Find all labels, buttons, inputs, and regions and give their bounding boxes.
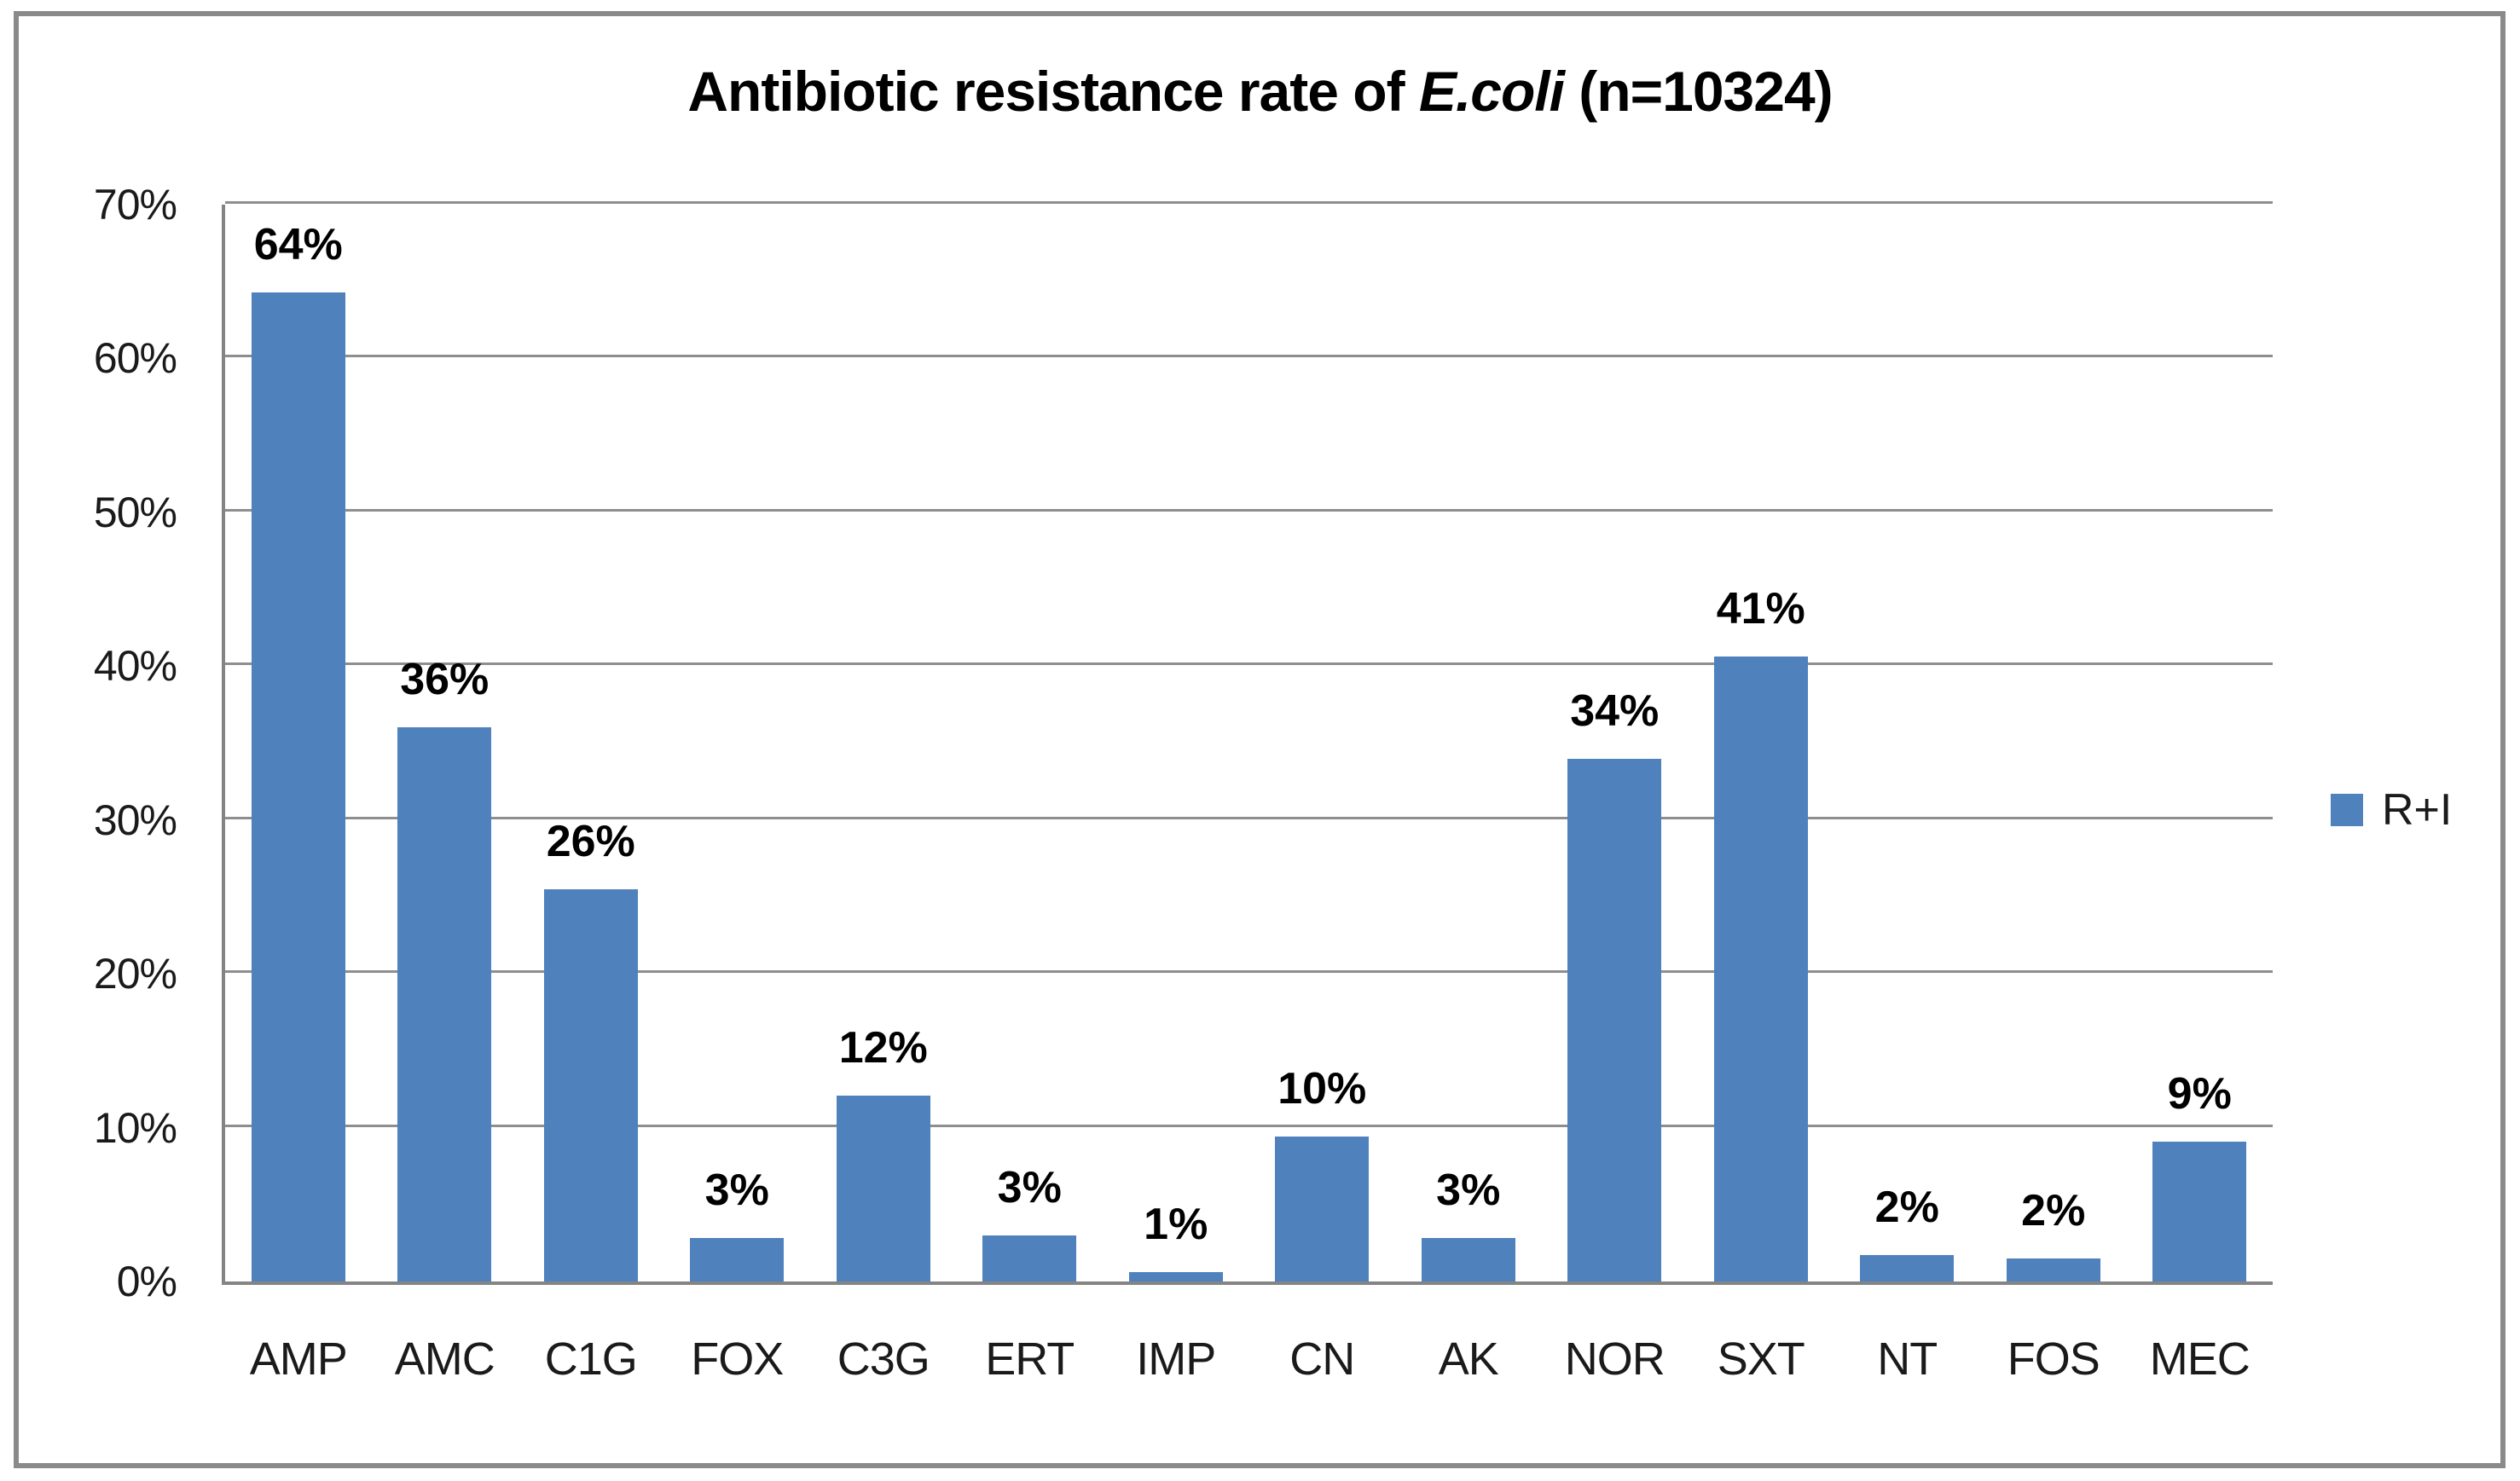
legend: R+I <box>2331 788 2452 832</box>
y-tick-label-60%: 60% <box>93 334 177 383</box>
data-label-AK: 3% <box>1436 1166 1501 1216</box>
bar-NT <box>1860 1255 1955 1281</box>
y-tick-label-30%: 30% <box>93 795 177 844</box>
data-label-FOS: 2% <box>2021 1185 2086 1235</box>
y-tick-label-50%: 50% <box>93 488 177 536</box>
gridline-50 <box>225 508 2273 512</box>
legend-swatch-icon <box>2331 794 2363 826</box>
y-tick-label-40%: 40% <box>93 642 177 691</box>
bar-CN <box>1275 1137 1370 1281</box>
legend-label: R+I <box>2382 785 2453 835</box>
chart-title-prefix: Antibiotic resistance rate of <box>687 60 1419 123</box>
x-tick-label-C3G: C3G <box>837 1333 930 1385</box>
x-tick-label-AMC: AMC <box>394 1333 495 1385</box>
data-label-NT: 2% <box>1874 1183 1939 1233</box>
gridline-10 <box>225 1124 2273 1127</box>
y-tick-label-0%: 0% <box>116 1258 177 1305</box>
data-label-FOX: 3% <box>704 1166 769 1216</box>
bar-ERT <box>982 1235 1077 1281</box>
x-tick-label-FOX: FOX <box>691 1333 784 1385</box>
chart-title-suffix: (n=10324) <box>1563 60 1833 123</box>
gridline-20 <box>225 970 2273 974</box>
bar-MEC <box>2152 1141 2247 1281</box>
x-tick-label-AK: AK <box>1438 1333 1499 1385</box>
gridline-30 <box>225 816 2273 819</box>
plot-area: 0% 10% 20% 30% 40% 50% 60% 70% 64% AMP 36% AMC 26% C1… <box>94 183 2273 1382</box>
x-tick-label-C1G: C1G <box>544 1333 638 1385</box>
y-tick-label-20%: 20% <box>93 950 177 998</box>
data-label-AMP: 64% <box>253 219 343 269</box>
data-label-C1G: 26% <box>546 816 635 866</box>
chart-title: Antibiotic resistance rate of E.coli (n=… <box>0 59 2520 124</box>
data-label-MEC: 9% <box>2167 1068 2232 1119</box>
bar-AMP <box>251 292 345 1281</box>
x-tick-label-IMP: IMP <box>1136 1333 1216 1385</box>
data-label-SXT: 41% <box>1716 584 1805 634</box>
x-tick-label-MEC: MEC <box>2149 1333 2251 1385</box>
data-label-C3G: 12% <box>838 1022 928 1073</box>
x-tick-label-NOR: NOR <box>1564 1333 1666 1385</box>
chart-title-italic: E.coli <box>1418 60 1565 123</box>
gridline-40 <box>225 662 2273 666</box>
x-tick-label-NT: NT <box>1877 1333 1938 1385</box>
data-label-NOR: 34% <box>1570 686 1660 736</box>
data-label-IMP: 1% <box>1144 1200 1208 1250</box>
bar-C3G <box>836 1095 930 1281</box>
bar-AK <box>1421 1238 1515 1281</box>
bar-C1G <box>543 888 638 1281</box>
x-tick-label-CN: CN <box>1289 1333 1355 1385</box>
y-tick-label-70%: 70% <box>93 181 177 229</box>
bar-SXT <box>1713 657 1808 1281</box>
bar-FOS <box>2006 1258 2100 1281</box>
bar-AMC <box>397 727 492 1281</box>
gridline-60 <box>225 355 2273 358</box>
x-tick-label-ERT: ERT <box>985 1333 1075 1385</box>
x-tick-label-AMP: AMP <box>249 1333 348 1385</box>
bar-FOX <box>690 1238 785 1281</box>
data-label-AMC: 36% <box>400 655 490 705</box>
data-label-CN: 10% <box>1277 1064 1367 1114</box>
bar-NOR <box>1567 758 1662 1281</box>
data-label-ERT: 3% <box>997 1162 1062 1212</box>
y-tick-label-10%: 10% <box>93 1103 177 1152</box>
gridline-70 <box>225 201 2273 204</box>
x-tick-label-FOS: FOS <box>2007 1333 2100 1385</box>
bar-IMP <box>1128 1272 1223 1281</box>
x-tick-label-SXT: SXT <box>1717 1333 1805 1385</box>
